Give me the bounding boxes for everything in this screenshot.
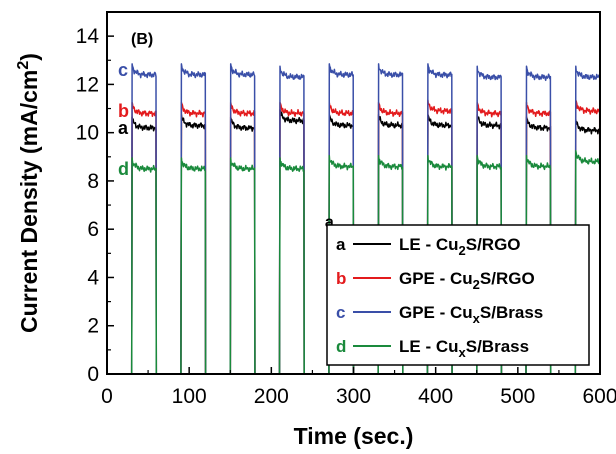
y-tick-label: 12 [76,73,99,96]
x-tick-label: 0 [101,385,113,408]
y-tick-label: 8 [87,170,99,193]
y-tick-label: 14 [76,25,100,48]
legend-item-a: a LE - Cu2S/RGO [336,235,521,258]
panel-label: (B) [131,31,153,48]
curve-label-d: d [118,159,129,179]
curve-label-a: a [118,118,129,138]
x-tick-label: 600 [582,385,616,408]
curve-label-b: b [118,101,129,121]
x-tick-label: 300 [336,385,371,408]
axes: 0 100 200 300 400 500 600 0 2 4 6 8 10 12 14 [76,25,616,408]
y-tick-label: 10 [76,122,99,145]
curve-label-c: c [118,60,128,80]
legend-label: GPE - Cu2S/RGO [399,269,535,292]
x-tick-label: 500 [500,385,535,408]
legend-letter: b [336,269,346,288]
x-tick-label: 200 [254,385,289,408]
legend-letter: c [336,303,345,322]
legend-label: GPE - CuxS/Brass [399,303,543,326]
x-tick-label: 400 [418,385,453,408]
legend-box [326,224,590,366]
x-axis-title: Time (sec.) [294,423,414,449]
legend-item-b: b GPE - Cu2S/RGO [336,269,535,292]
y-tick-label: 2 [87,315,99,338]
y-tick-label: 6 [87,218,99,241]
legend-letter: d [336,337,346,356]
legend-label: LE - Cu2S/RGO [399,235,521,258]
legend-item-c: c GPE - CuxS/Brass [336,303,543,326]
legend-letter: a [336,235,346,254]
legend: a LE - Cu2S/RGO b GPE - Cu2S/RGO c GPE - CuxS… [326,224,590,366]
legend-label: LE - CuxS/Brass [399,337,529,360]
y-axis-title: Current Density (mA/cm2) [15,53,42,333]
y-tick-label: 4 [87,266,99,289]
y-tick-label: 0 [87,363,99,386]
annotation-label: a [325,214,334,231]
x-tick-label: 100 [172,385,207,408]
legend-item-d: d LE - CuxS/Brass [336,337,529,360]
curve-letters: ab c d [118,60,129,179]
